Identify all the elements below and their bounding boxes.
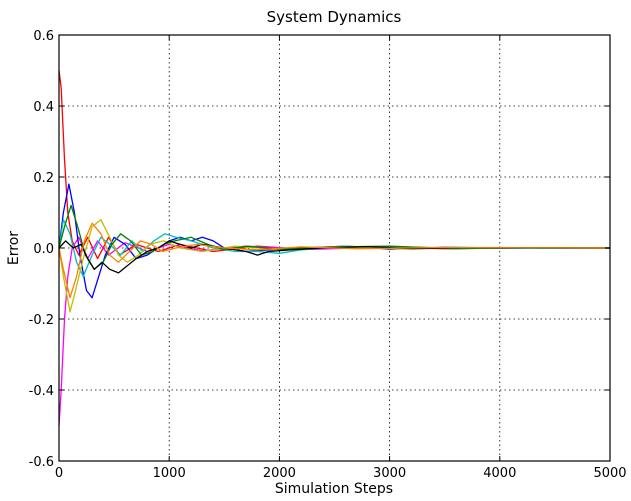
y-axis-label: Error [6, 231, 22, 265]
y-tick-label: 0.4 [33, 100, 54, 115]
x-tick-label: 1000 [153, 466, 186, 481]
y-tick-label: 0.0 [33, 242, 54, 257]
x-axis-label: Simulation Steps [275, 481, 393, 497]
series-line-2 [58, 236, 611, 426]
x-tick-label: 0 [55, 466, 63, 481]
series-line-6 [58, 204, 611, 270]
x-tick-label: 2000 [263, 466, 296, 481]
series-line-8 [58, 222, 611, 299]
y-tick-label: 0.2 [33, 171, 54, 186]
series-line-7 [58, 240, 610, 274]
axis-ticks: 0 1000 2000 3000 4000 5000 -0.6 -0.4 -0.2 0.0 0.2 0… [29, 29, 627, 481]
chart-title: System Dynamics [267, 8, 402, 26]
x-tick-label: 5000 [593, 466, 626, 481]
x-tick-label: 4000 [483, 466, 516, 481]
y-tick-label: -0.4 [29, 384, 54, 399]
y-tick-label: -0.2 [29, 313, 54, 328]
series-group [58, 70, 611, 426]
y-tick-label: -0.6 [29, 455, 54, 470]
series-line-1 [58, 70, 611, 260]
x-tick-label: 3000 [373, 466, 406, 481]
y-tick-label: 0.6 [33, 29, 54, 44]
series-line-5 [58, 218, 611, 313]
